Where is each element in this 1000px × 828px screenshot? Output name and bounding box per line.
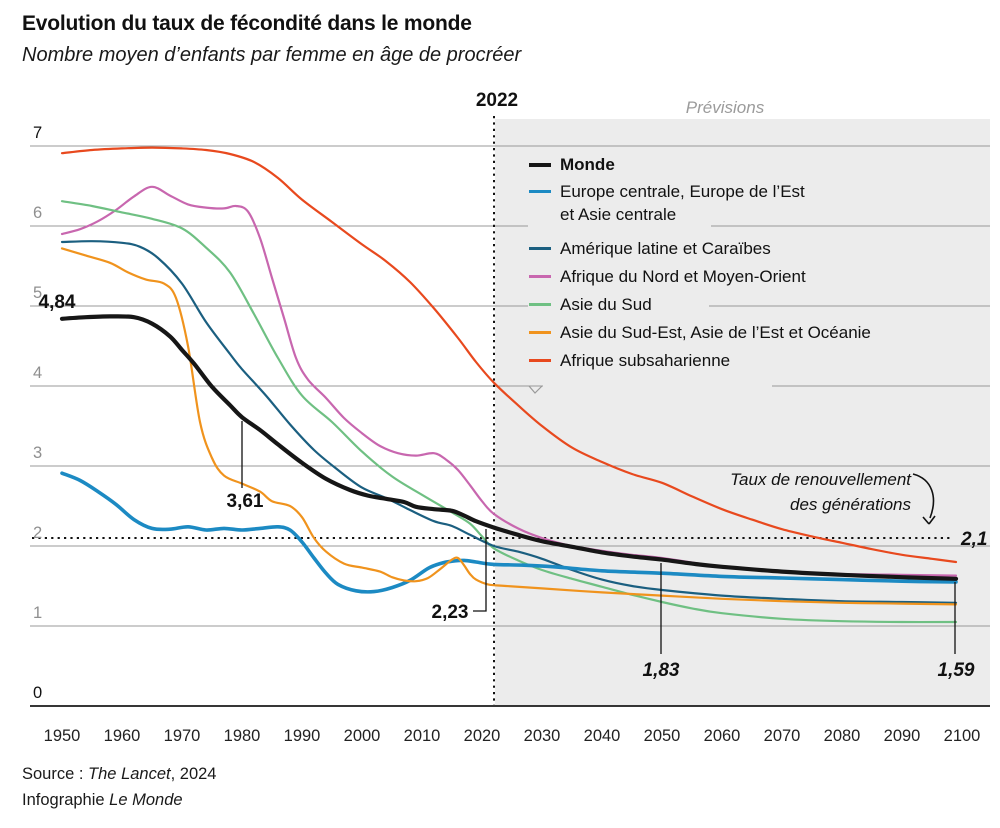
x-axis-label-1990: 1990	[284, 727, 321, 745]
series-line-asie_sud_est_est_oceanie	[60, 247, 958, 606]
series-line-afrique_subsaharienne	[60, 146, 958, 564]
legend-item-label: Afrique subsaharienne	[560, 351, 731, 370]
x-axis-label-1960: 1960	[104, 727, 141, 745]
annotation-value: 1,83	[643, 660, 680, 681]
x-axis-label-2090: 2090	[884, 727, 921, 745]
page-subtitle: Nombre moyen d’enfants par femme en âge …	[22, 44, 522, 66]
legend-item-asie_sud_est_est_oceanie: Asie du Sud-Est, Asie de l’Est et Océani…	[529, 321, 871, 344]
grid-gap-6	[528, 222, 711, 230]
x-axis-label-1970: 1970	[164, 727, 201, 745]
annotation-value: 2,23	[432, 602, 469, 623]
legend-item-monde: Monde	[529, 153, 871, 176]
y-axis-label-1: 1	[33, 604, 42, 622]
y-axis-label-4: 4	[33, 364, 42, 382]
annotation-value: 2,1	[960, 529, 987, 550]
legend-swatch-icon	[529, 237, 551, 260]
x-axis-label-2070: 2070	[764, 727, 801, 745]
legend-item-label: Asie du Sud	[560, 295, 652, 314]
legend-item-afrique_subsaharienne: Afrique subsaharienne	[529, 349, 871, 372]
y-axis-label-2: 2	[33, 524, 42, 542]
annotation-line-2	[473, 529, 487, 612]
x-axis-label-2100: 2100	[944, 727, 981, 745]
x-axis-label-2000: 2000	[344, 727, 381, 745]
page-title: Evolution du taux de fécondité dans le m…	[22, 12, 472, 35]
legend-swatch-icon	[529, 153, 551, 176]
x-axis-label-2080: 2080	[824, 727, 861, 745]
x-axis-label-1950: 1950	[44, 727, 81, 745]
x-axis-label-2010: 2010	[404, 727, 441, 745]
replacement-rate-note-line1: Taux de renouvellement	[730, 470, 911, 489]
legend-item-amerique_latine: Amérique latine et Caraïbes	[529, 237, 871, 260]
legend-swatch-icon	[529, 293, 551, 316]
note-arrow	[912, 473, 935, 519]
series-line-monde	[59, 314, 959, 581]
series-line-asie_du_sud	[60, 200, 958, 624]
legend-swatch-icon	[529, 180, 551, 203]
forecast-zone-label: Prévisions	[685, 98, 765, 117]
legend-item-europe_centrale_est_asie_centrale: Europe centrale, Europe de l’Est et Asie …	[529, 180, 871, 226]
legend-swatch-icon	[529, 265, 551, 288]
y-axis-label-0: 0	[33, 684, 42, 702]
legend-item-label: Afrique du Nord et Moyen-Orient	[560, 267, 806, 286]
y-axis-label-6: 6	[33, 204, 42, 222]
x-axis-label-1980: 1980	[224, 727, 261, 745]
legend: Monde Europe centrale, Europe de l’Est et …	[529, 153, 871, 377]
x-axis-label-2060: 2060	[704, 727, 741, 745]
x-axis-label-2020: 2020	[464, 727, 501, 745]
x-axis-label-2040: 2040	[584, 727, 621, 745]
legend-swatch-icon	[529, 321, 551, 344]
credit-line: Infographie Le Monde	[22, 791, 183, 809]
replacement-rate-note: Taux de renouvellement des générations	[730, 467, 911, 517]
y-axis-label-3: 3	[33, 444, 42, 462]
source-line: Source : The Lancet, 2024	[22, 765, 217, 783]
legend-item-label: Amérique latine et Caraïbes	[560, 239, 771, 258]
legend-swatch-icon	[529, 349, 551, 372]
source-block: Source : The Lancet, 2024 Infographie Le…	[22, 761, 216, 813]
grid-break-notch	[528, 385, 543, 394]
annotation-value: 1,59	[938, 660, 975, 681]
y-axis-label-5: 5	[33, 284, 42, 302]
grid-gap-5	[528, 302, 709, 310]
y-axis-label-7: 7	[33, 124, 42, 142]
legend-item-label: Europe centrale, Europe de l’Est et Asie …	[560, 182, 805, 224]
annotation-value: 4,84	[39, 292, 76, 313]
grid-gap-4	[543, 381, 772, 391]
current-year-label: 2022	[475, 90, 519, 111]
series-line-amerique_latine	[60, 240, 958, 604]
legend-item-asie_du_sud: Asie du Sud	[529, 293, 871, 316]
forecast-zone	[495, 119, 990, 706]
x-axis-label-2030: 2030	[524, 727, 561, 745]
legend-item-label: Asie du Sud-Est, Asie de l’Est et Océani…	[560, 323, 871, 342]
series-line-europe_centrale_est_asie_centrale	[60, 471, 958, 594]
annotation-value: 3,61	[227, 491, 264, 512]
replacement-rate-note-line2: des générations	[790, 495, 911, 514]
x-axis-label-2050: 2050	[644, 727, 681, 745]
legend-item-afrique_nord_moyen_orient: Afrique du Nord et Moyen-Orient	[529, 265, 871, 288]
legend-item-label: Monde	[560, 155, 615, 174]
note-arrow-head	[922, 515, 936, 525]
